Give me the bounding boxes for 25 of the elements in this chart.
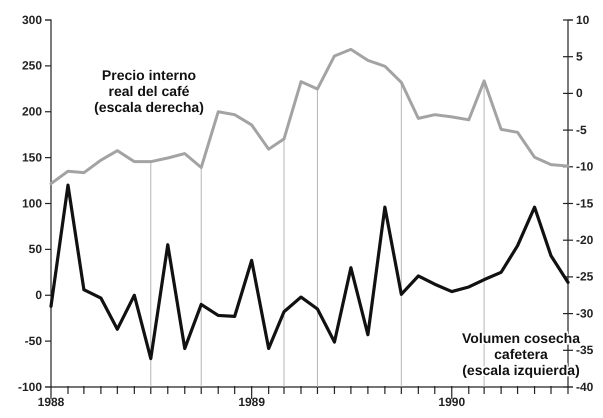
y-tick-label: 100 <box>22 196 42 210</box>
y2-tick-label: -30 <box>576 306 594 320</box>
y2-tick-label: 0 <box>576 86 583 100</box>
y2-tick-label: -5 <box>576 122 587 137</box>
y2-tick-label: -35 <box>576 343 594 358</box>
series-label: Precio interno real del café (escala derecha) <box>94 67 204 116</box>
y2-tick-label: 5 <box>576 50 583 64</box>
y-tick-label: 300 <box>22 12 42 27</box>
y2-tick-label: -20 <box>576 233 594 248</box>
y2-tick-label: 10 <box>576 12 590 27</box>
y-tick-label: 0 <box>35 288 42 302</box>
y2-tick-label: -15 <box>576 196 594 210</box>
y-tick-label: 50 <box>28 242 42 256</box>
y-tick-label: 250 <box>22 58 42 73</box>
y2-tick-label: -10 <box>576 160 594 174</box>
y2-tick-label: -25 <box>576 270 594 284</box>
y-tick-label: 200 <box>22 104 42 119</box>
y2-tick-label: -40 <box>576 380 594 394</box>
line-series <box>50 48 570 186</box>
y-tick-label: 150 <box>22 150 42 164</box>
x-tick-label: 1990 <box>438 394 466 409</box>
x-tick-label: 1988 <box>38 394 65 409</box>
y-tick-label: -100 <box>18 380 42 394</box>
y-tick-label: -50 <box>24 334 42 348</box>
x-tick-label: 1989 <box>238 394 266 409</box>
